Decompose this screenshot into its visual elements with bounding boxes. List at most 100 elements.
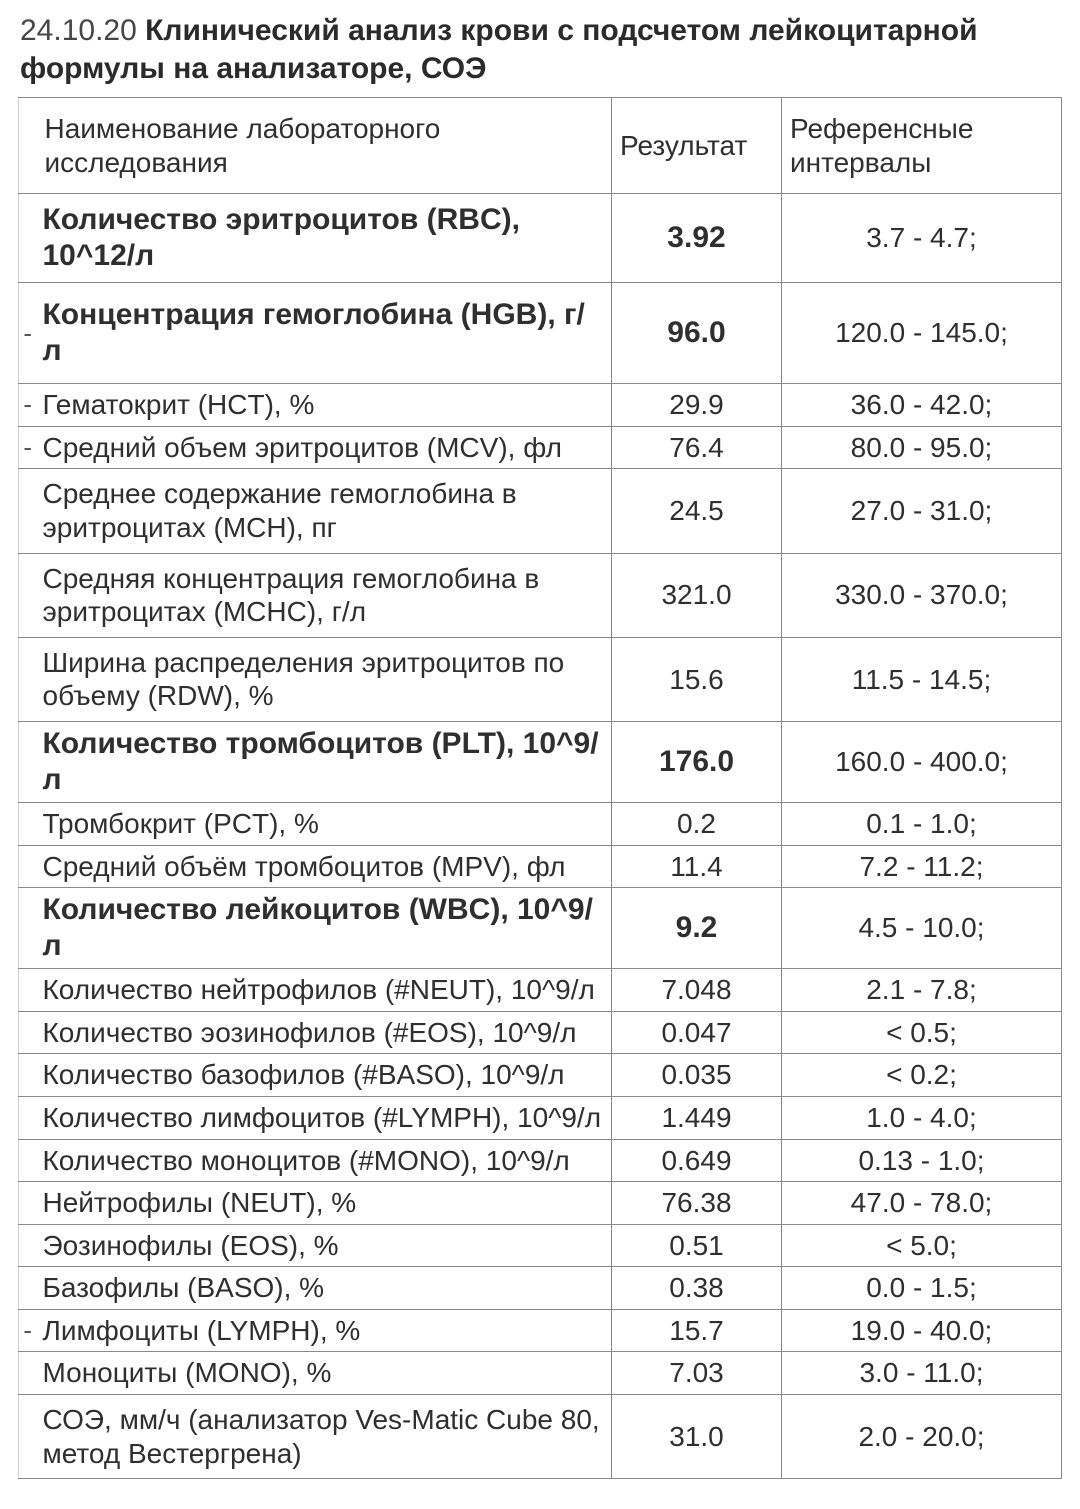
table-row: Количество моноцитов (#MONO), 10^9/л0.64… [19, 1139, 1062, 1182]
row-reference: 160.0 - 400.0; [782, 721, 1062, 802]
row-test-name: Количество нейтрофилов (#NEUT), 10^9/л [37, 969, 612, 1012]
row-result: 15.6 [612, 637, 782, 721]
row-reference: 36.0 - 42.0; [782, 384, 1062, 427]
col-result: Результат [612, 98, 782, 194]
row-reference: 27.0 - 31.0; [782, 469, 1062, 553]
row-result: 0.2 [612, 802, 782, 845]
row-result: 3.92 [612, 194, 782, 283]
report-title: 24.10.20 Клинический анализ крови с подс… [20, 12, 1062, 87]
row-result: 76.4 [612, 426, 782, 469]
row-test-name: СОЭ, мм/ч (анализатор Ves-Matic Cube 80,… [37, 1395, 612, 1479]
row-reference: 0.0 - 1.5; [782, 1267, 1062, 1310]
row-reference: 330.0 - 370.0; [782, 553, 1062, 637]
row-test-name: Количество базофилов (#BASO), 10^9/л [37, 1054, 612, 1097]
row-flag [19, 553, 37, 637]
table-row: Нейтрофилы (NEUT), %76.3847.0 - 78.0; [19, 1182, 1062, 1225]
row-reference: 4.5 - 10.0; [782, 888, 1062, 969]
row-test-name: Количество эритроцитов (RBC), 10^12/л [37, 194, 612, 283]
row-reference: 3.7 - 4.7; [782, 194, 1062, 283]
row-flag [19, 1395, 37, 1479]
table-header-row: Наименование лабораторного исследования … [19, 98, 1062, 194]
row-result: 11.4 [612, 845, 782, 888]
row-reference: 0.1 - 1.0; [782, 802, 1062, 845]
row-flag [19, 1096, 37, 1139]
table-row: Базофилы (BASO), %0.380.0 - 1.5; [19, 1267, 1062, 1310]
row-result: 0.047 [612, 1011, 782, 1054]
row-test-name: Количество эозинофилов (#EOS), 10^9/л [37, 1011, 612, 1054]
row-result: 9.2 [612, 888, 782, 969]
row-result: 7.03 [612, 1352, 782, 1395]
row-flag [19, 1352, 37, 1395]
row-flag: - [19, 384, 37, 427]
row-flag [19, 1224, 37, 1267]
row-flag [19, 1182, 37, 1225]
row-flag: - [19, 1309, 37, 1352]
row-test-name: Базофилы (BASO), % [37, 1267, 612, 1310]
row-flag [19, 1011, 37, 1054]
row-reference: 2.0 - 20.0; [782, 1395, 1062, 1479]
row-flag [19, 845, 37, 888]
row-test-name: Средняя концентрация гемоглобина в эритр… [37, 553, 612, 637]
row-test-name: Эозинофилы (EOS), % [37, 1224, 612, 1267]
row-reference: 11.5 - 14.5; [782, 637, 1062, 721]
lab-results-table: Наименование лабораторного исследования … [18, 97, 1062, 1479]
row-result: 176.0 [612, 721, 782, 802]
row-reference: 120.0 - 145.0; [782, 283, 1062, 384]
row-flag [19, 969, 37, 1012]
row-test-name: Лимфоциты (LYMPH), % [37, 1309, 612, 1352]
table-row: Количество базофилов (#BASO), 10^9/л0.03… [19, 1054, 1062, 1097]
table-row: -Концентрация гемоглобина (HGB), г/л96.0… [19, 283, 1062, 384]
row-reference: 3.0 - 11.0; [782, 1352, 1062, 1395]
table-row: Количество лейкоцитов (WBC), 10^9/л9.24.… [19, 888, 1062, 969]
row-result: 15.7 [612, 1309, 782, 1352]
report-date: 24.10.20 [20, 14, 137, 47]
row-result: 0.035 [612, 1054, 782, 1097]
row-flag [19, 194, 37, 283]
row-test-name: Тромбокрит (PCT), % [37, 802, 612, 845]
row-result: 0.38 [612, 1267, 782, 1310]
table-row: -Средний объем эритроцитов (MCV), фл76.4… [19, 426, 1062, 469]
row-test-name: Количество моноцитов (#MONO), 10^9/л [37, 1139, 612, 1182]
row-flag [19, 888, 37, 969]
row-result: 31.0 [612, 1395, 782, 1479]
row-test-name: Средний объём тромбоцитов (MPV), фл [37, 845, 612, 888]
row-reference: 0.13 - 1.0; [782, 1139, 1062, 1182]
row-flag [19, 1054, 37, 1097]
row-test-name: Количество лимфоцитов (#LYMPH), 10^9/л [37, 1096, 612, 1139]
table-row: Количество эозинофилов (#EOS), 10^9/л0.0… [19, 1011, 1062, 1054]
lab-results-body: Количество эритроцитов (RBC), 10^12/л3.9… [19, 194, 1062, 1479]
report-title-bold: Клинический анализ крови с подсчетом лей… [20, 14, 978, 85]
row-test-name: Гематокрит (HCT), % [37, 384, 612, 427]
table-row: Количество тромбоцитов (PLT), 10^9/л176.… [19, 721, 1062, 802]
table-row: Эозинофилы (EOS), %0.51< 5.0; [19, 1224, 1062, 1267]
row-flag [19, 1139, 37, 1182]
row-flag [19, 469, 37, 553]
row-result: 7.048 [612, 969, 782, 1012]
row-result: 29.9 [612, 384, 782, 427]
page: 24.10.20 Клинический анализ крови с подс… [0, 0, 1080, 1509]
row-result: 0.51 [612, 1224, 782, 1267]
table-row: Количество эритроцитов (RBC), 10^12/л3.9… [19, 194, 1062, 283]
row-test-name: Концентрация гемоглобина (HGB), г/л [37, 283, 612, 384]
row-test-name: Среднее содержание гемоглобина в эритроц… [37, 469, 612, 553]
row-result: 24.5 [612, 469, 782, 553]
col-reference: Референсные интервалы [782, 98, 1062, 194]
row-test-name: Количество лейкоцитов (WBC), 10^9/л [37, 888, 612, 969]
table-row: Средняя концентрация гемоглобина в эритр… [19, 553, 1062, 637]
table-row: -Лимфоциты (LYMPH), %15.719.0 - 40.0; [19, 1309, 1062, 1352]
table-row: Тромбокрит (PCT), %0.20.1 - 1.0; [19, 802, 1062, 845]
row-test-name: Моноциты (MONO), % [37, 1352, 612, 1395]
row-reference: 47.0 - 78.0; [782, 1182, 1062, 1225]
row-result: 96.0 [612, 283, 782, 384]
row-flag [19, 1267, 37, 1310]
table-row: -Гематокрит (HCT), %29.936.0 - 42.0; [19, 384, 1062, 427]
table-row: Моноциты (MONO), %7.033.0 - 11.0; [19, 1352, 1062, 1395]
row-flag [19, 637, 37, 721]
row-result: 0.649 [612, 1139, 782, 1182]
row-reference: < 5.0; [782, 1224, 1062, 1267]
col-name: Наименование лабораторного исследования [37, 98, 612, 194]
row-test-name: Средний объем эритроцитов (MCV), фл [37, 426, 612, 469]
row-reference: 7.2 - 11.2; [782, 845, 1062, 888]
row-flag: - [19, 426, 37, 469]
row-result: 1.449 [612, 1096, 782, 1139]
